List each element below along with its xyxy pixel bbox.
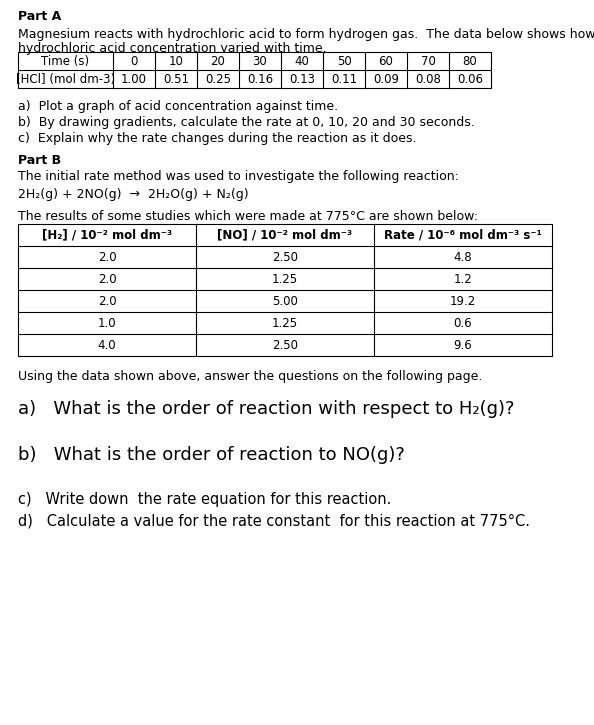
Text: 19.2: 19.2: [450, 294, 476, 307]
Text: Rate / 10⁻⁶ mol dm⁻³ s⁻¹: Rate / 10⁻⁶ mol dm⁻³ s⁻¹: [384, 228, 542, 241]
Text: 0.06: 0.06: [457, 72, 483, 86]
Text: 20: 20: [210, 54, 226, 67]
Text: 0.6: 0.6: [454, 317, 472, 329]
Text: 2.50: 2.50: [272, 339, 298, 352]
Text: 0.11: 0.11: [331, 72, 357, 86]
Text: 40: 40: [295, 54, 309, 67]
Text: a)   What is the order of reaction with respect to H₂(g)?: a) What is the order of reaction with re…: [18, 400, 514, 418]
Text: The results of some studies which were made at 775°C are shown below:: The results of some studies which were m…: [18, 210, 478, 223]
Text: [NO] / 10⁻² mol dm⁻³: [NO] / 10⁻² mol dm⁻³: [217, 228, 353, 241]
Text: 80: 80: [463, 54, 478, 67]
Text: Part B: Part B: [18, 154, 61, 167]
Text: 0.09: 0.09: [373, 72, 399, 86]
Text: c)  Explain why the rate changes during the reaction as it does.: c) Explain why the rate changes during t…: [18, 132, 416, 145]
Text: [H₂] / 10⁻² mol dm⁻³: [H₂] / 10⁻² mol dm⁻³: [42, 228, 172, 241]
Text: Magnesium reacts with hydrochloric acid to form hydrogen gas.  The data below sh: Magnesium reacts with hydrochloric acid …: [18, 28, 594, 41]
Text: b)  By drawing gradients, calculate the rate at 0, 10, 20 and 30 seconds.: b) By drawing gradients, calculate the r…: [18, 116, 475, 129]
Text: 1.25: 1.25: [272, 273, 298, 286]
Text: 0.08: 0.08: [415, 72, 441, 86]
Text: 4.8: 4.8: [454, 251, 472, 263]
Text: Part A: Part A: [18, 10, 61, 23]
Text: 1.00: 1.00: [121, 72, 147, 86]
Text: 2.0: 2.0: [97, 273, 116, 286]
Text: Time (s): Time (s): [42, 54, 90, 67]
Text: 0.16: 0.16: [247, 72, 273, 86]
Text: hydrochloric acid concentration varied with time.: hydrochloric acid concentration varied w…: [18, 42, 327, 55]
Text: The initial rate method was used to investigate the following reaction:: The initial rate method was used to inve…: [18, 170, 459, 183]
Text: 30: 30: [252, 54, 267, 67]
Bar: [18, 224, 552, 356]
Text: b)   What is the order of reaction to NO(g)?: b) What is the order of reaction to NO(g…: [18, 446, 405, 464]
Text: 2.50: 2.50: [272, 251, 298, 263]
Text: 2.0: 2.0: [97, 294, 116, 307]
Text: c)   Write down  the rate equation for this reaction.: c) Write down the rate equation for this…: [18, 492, 391, 507]
Text: 50: 50: [337, 54, 352, 67]
Text: a)  Plot a graph of acid concentration against time.: a) Plot a graph of acid concentration ag…: [18, 100, 338, 113]
Text: 70: 70: [421, 54, 435, 67]
Text: Using the data shown above, answer the questions on the following page.: Using the data shown above, answer the q…: [18, 370, 482, 383]
Text: 0: 0: [130, 54, 138, 67]
Text: 4.0: 4.0: [97, 339, 116, 352]
Text: 5.00: 5.00: [272, 294, 298, 307]
Text: [HCl] (mol dm-3): [HCl] (mol dm-3): [16, 72, 115, 86]
Text: 2.0: 2.0: [97, 251, 116, 263]
Text: d)   Calculate a value for the rate constant  for this reaction at 775°C.: d) Calculate a value for the rate consta…: [18, 514, 530, 529]
Text: 10: 10: [169, 54, 184, 67]
Text: 0.51: 0.51: [163, 72, 189, 86]
Text: 2H₂(g) + 2NO(g)  →  2H₂O(g) + N₂(g): 2H₂(g) + 2NO(g) → 2H₂O(g) + N₂(g): [18, 188, 249, 201]
Text: 1.25: 1.25: [272, 317, 298, 329]
Text: 60: 60: [378, 54, 393, 67]
Text: 1.2: 1.2: [454, 273, 472, 286]
Text: 0.25: 0.25: [205, 72, 231, 86]
Text: 0.13: 0.13: [289, 72, 315, 86]
Bar: [18, 52, 491, 88]
Text: 9.6: 9.6: [454, 339, 472, 352]
Text: 1.0: 1.0: [97, 317, 116, 329]
